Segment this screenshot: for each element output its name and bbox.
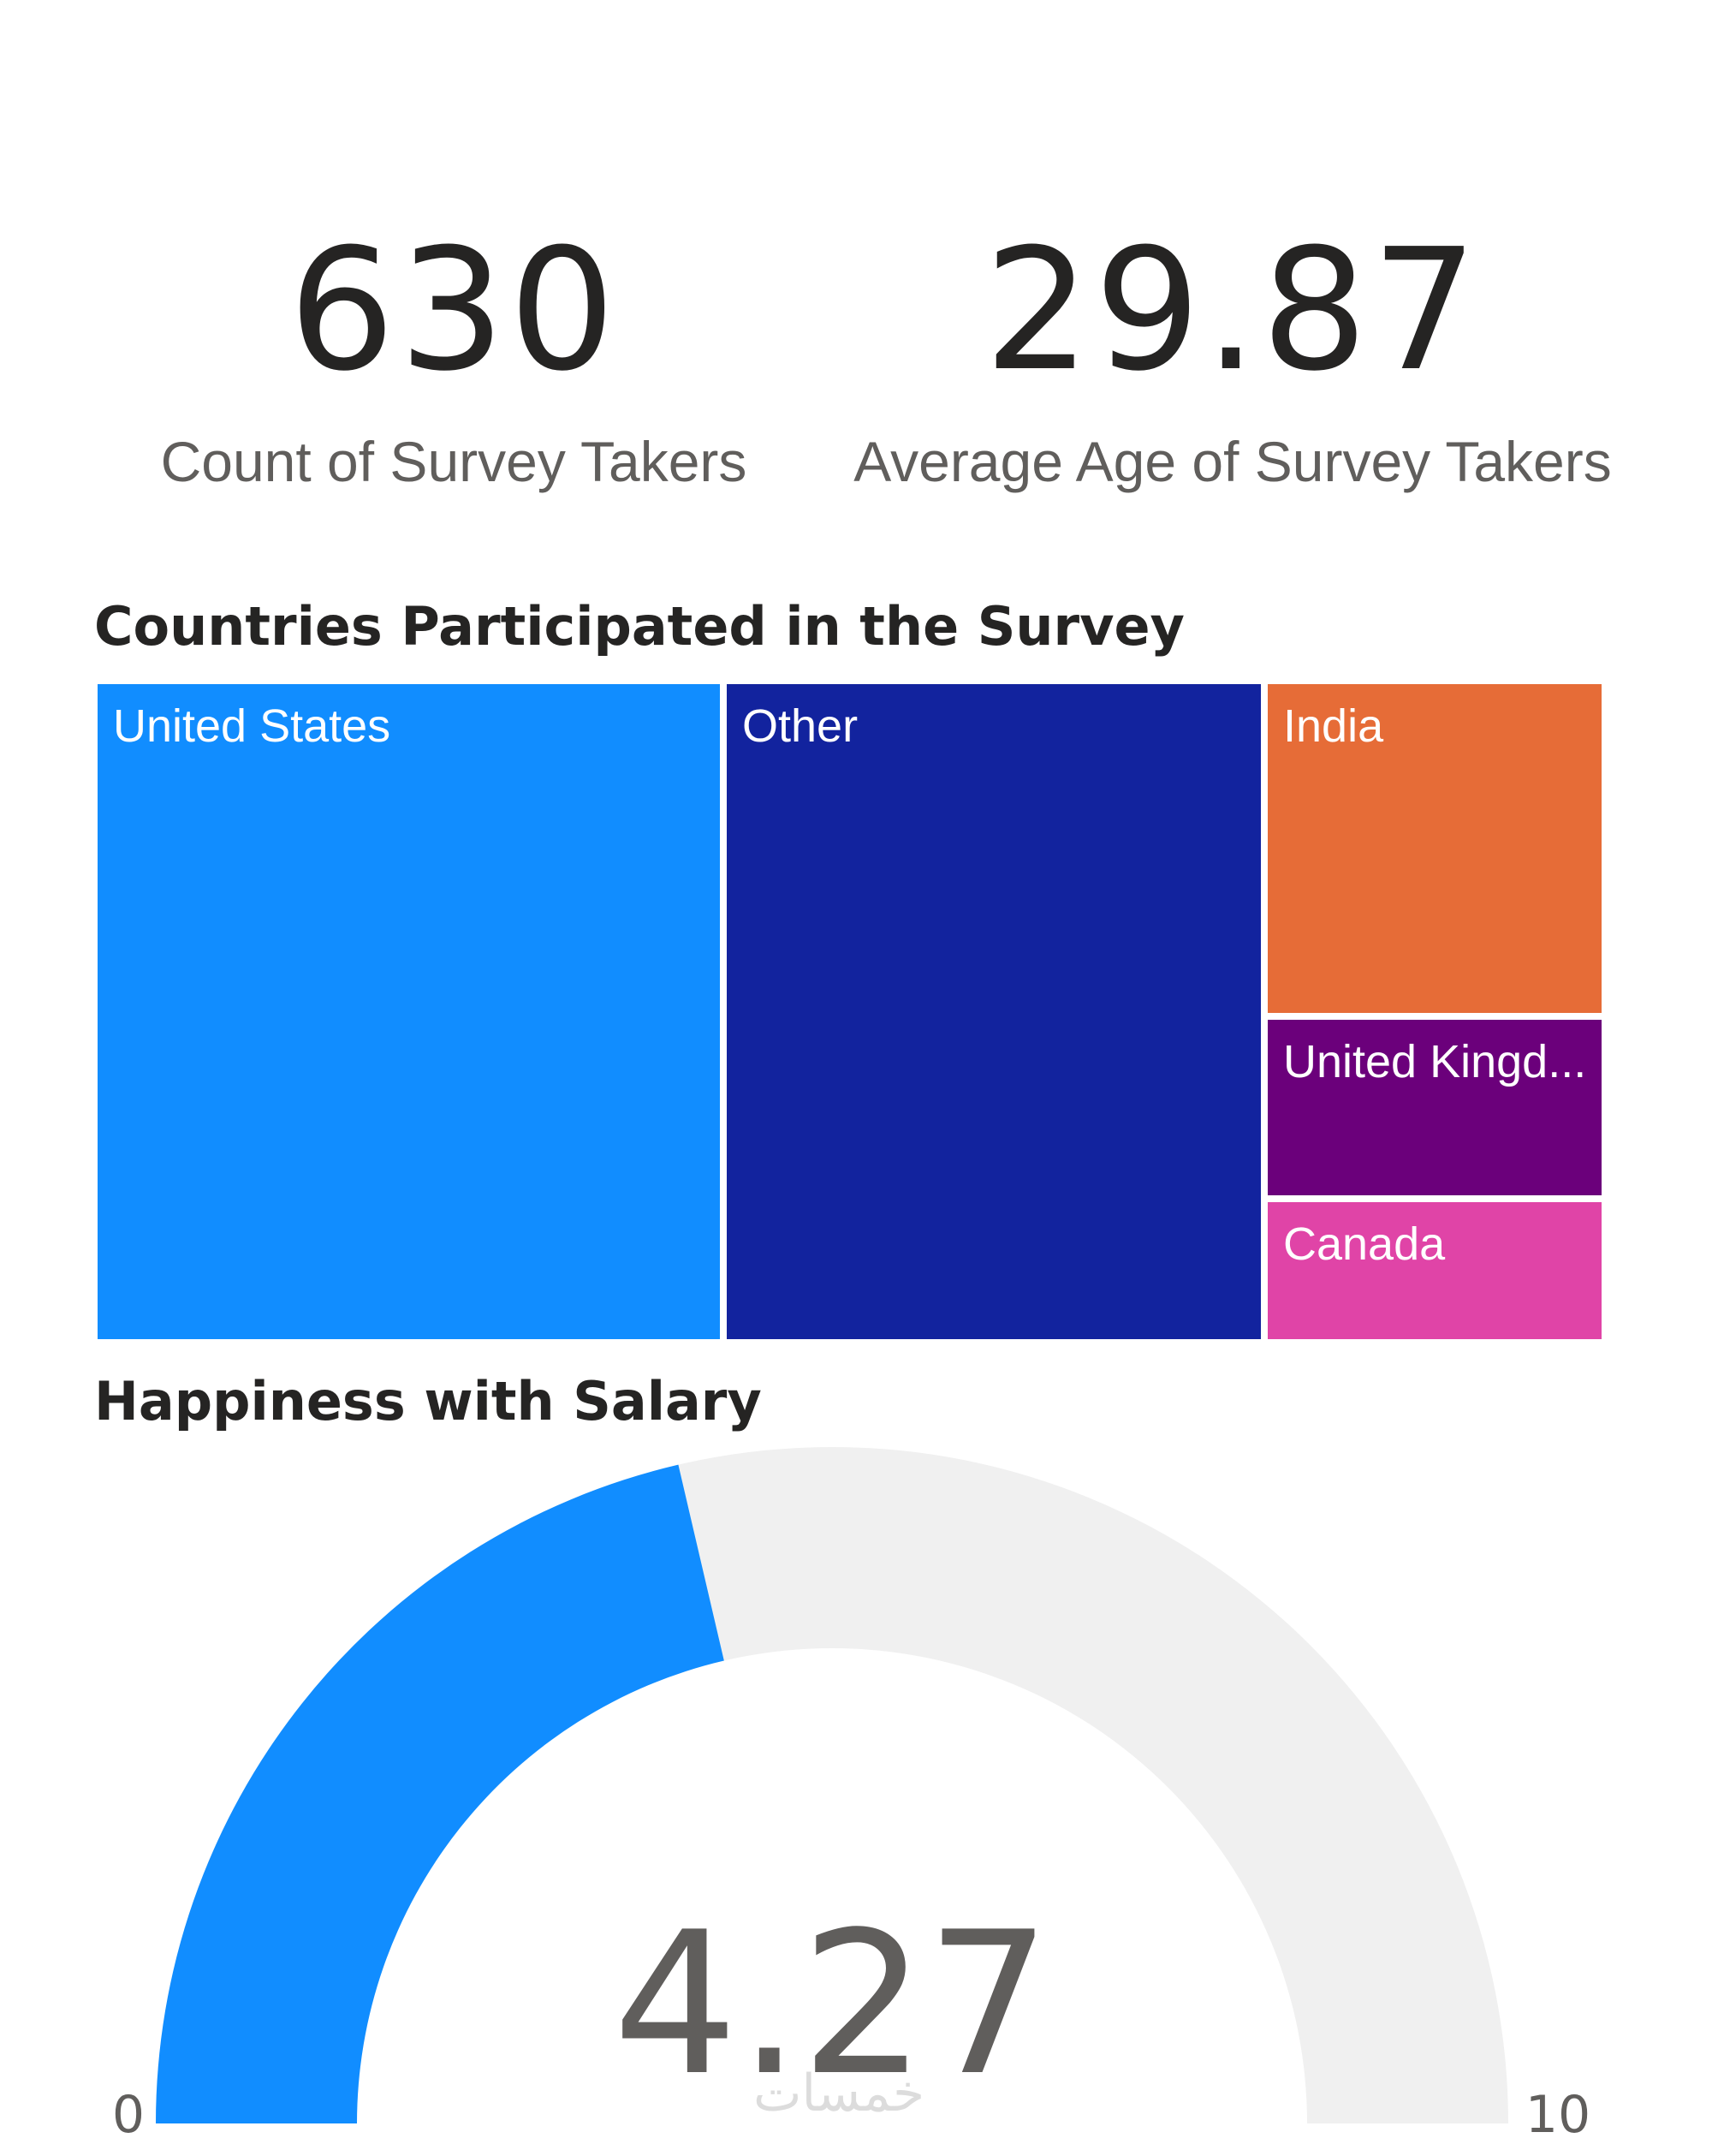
treemap-title: Countries Participated in the Survey (94, 595, 1185, 658)
count-value: 630 (288, 213, 620, 408)
tile-canada[interactable]: Canada (1264, 1199, 1605, 1343)
count-card: 630 Count of Survey Takers (111, 227, 796, 494)
avg-age-label: Average Age of Survey Takers (853, 430, 1612, 493)
tile-united-kingdom[interactable]: United Kingd... (1264, 1016, 1605, 1199)
tile-label: Other (742, 700, 859, 752)
gauge-min-label: 0 (112, 2085, 145, 2145)
tile-label: United Kingd... (1283, 1036, 1587, 1087)
gauge-max-label: 10 (1525, 2085, 1590, 2145)
tile-other[interactable]: Other (723, 681, 1264, 1343)
gauge-fill (156, 1464, 724, 2123)
count-label: Count of Survey Takers (160, 430, 747, 493)
gauge-title: Happiness with Salary (94, 1370, 762, 1432)
countries-treemap: United States Other India United Kingd..… (94, 681, 1605, 1343)
watermark: خمسات (753, 2064, 925, 2123)
tile-label: India (1283, 700, 1384, 752)
tile-united-states[interactable]: United States (94, 681, 723, 1343)
tile-india[interactable]: India (1264, 681, 1605, 1016)
tile-label: Canada (1283, 1218, 1446, 1270)
tile-label: United States (113, 700, 391, 752)
avg-age-card: 29.87 Average Age of Survey Takers (847, 227, 1618, 494)
gauge-value: 4.27 (613, 1891, 1051, 2119)
avg-age-value: 29.87 (984, 213, 1482, 408)
